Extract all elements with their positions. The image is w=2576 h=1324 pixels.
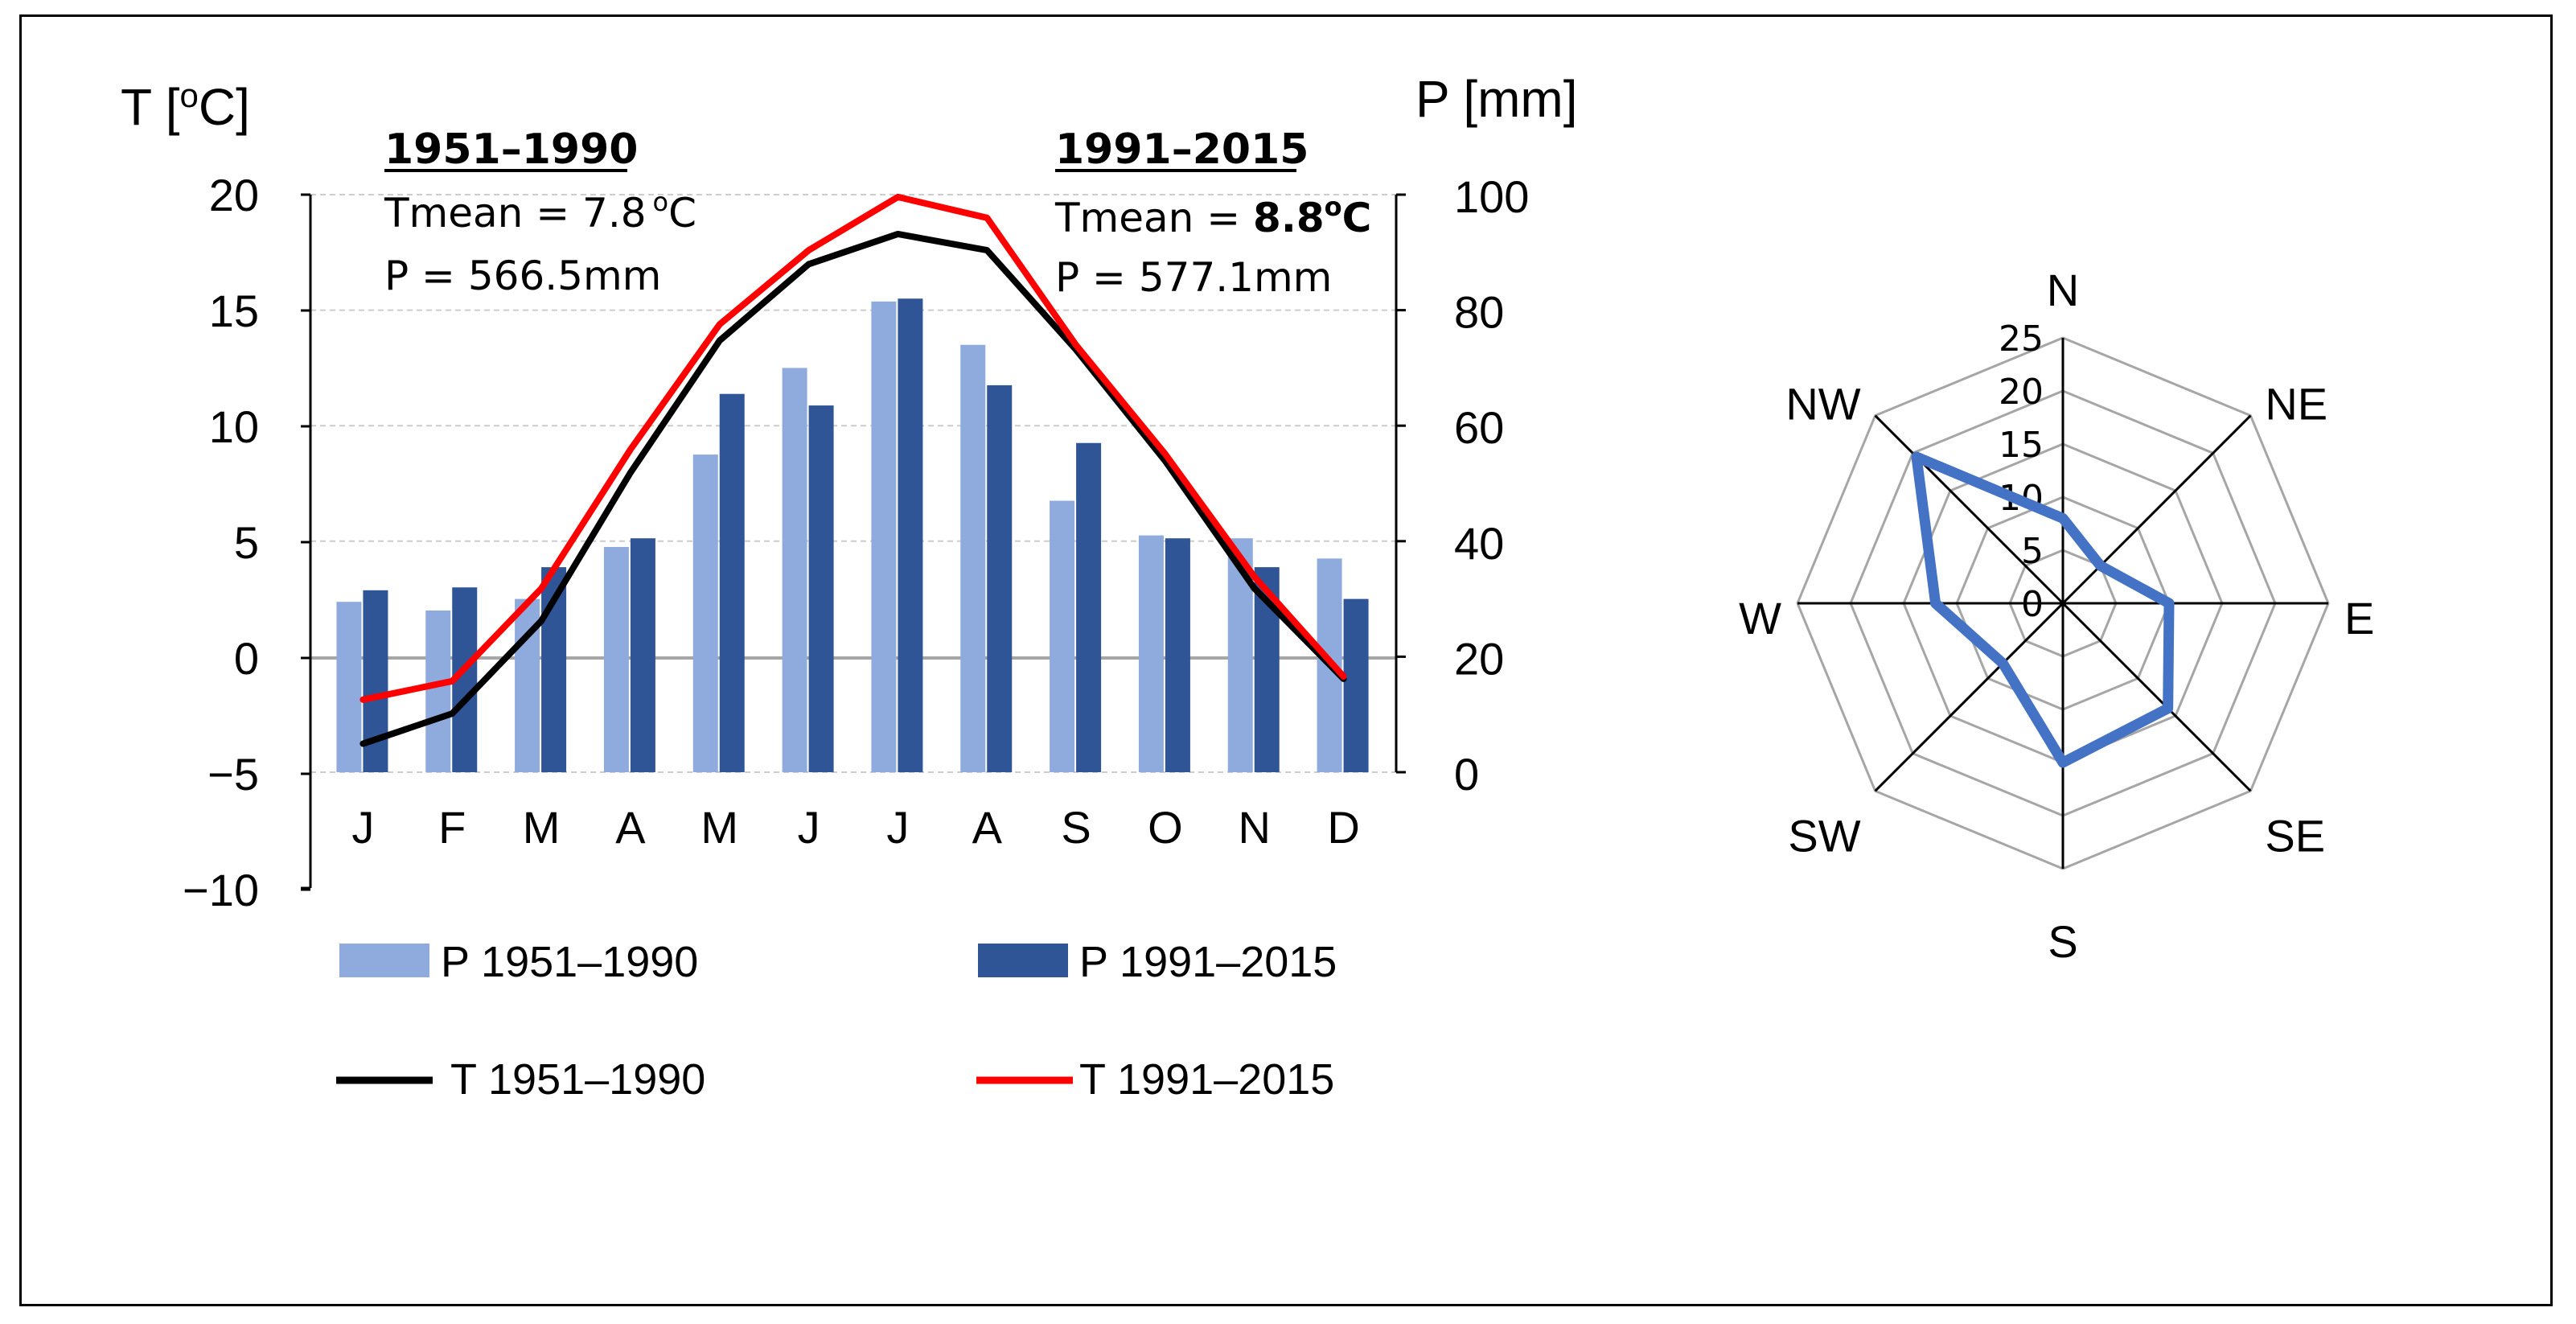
left-tick-label: 0 [234,633,259,684]
radar-direction-label: S [2048,916,2077,967]
bar-p-1991-2015 [630,538,655,772]
legend-label-p-1991-2015: P 1991–2015 [1079,938,1337,986]
bar-p-1951-1990 [960,344,986,772]
legend: P 1951–1990 P 1991–2015 T 1951–1990 T 19… [336,938,1337,1104]
radar-direction-label: SW [1788,810,1860,861]
x-tick-label: J [886,802,909,853]
right-tick-label: 80 [1454,287,1504,338]
right-tick-label: 40 [1454,518,1504,569]
y-right-title: P [mm] [1415,70,1578,128]
right-tick-label: 0 [1454,749,1479,800]
right-axis-ticks: 100 80 60 40 20 0 [1396,171,1529,800]
radar-direction-label: NE [2265,379,2327,430]
radar-spokes [1797,338,2328,869]
bar-p-1991-2015 [719,393,745,772]
left-tick-label: −10 [183,865,259,915]
bar-p-1991-2015 [1076,442,1102,772]
right-tick-label: 60 [1454,402,1504,453]
bar-p-1951-1990 [871,301,897,773]
line-t-1991-2015 [359,193,1347,703]
temperature-lines [359,193,1347,747]
radar-ring-label: 0 [2021,584,2044,625]
x-tick-label: A [972,802,1003,853]
legend-swatch-p-1991-2015 [978,944,1068,977]
x-tick-label: J [798,802,820,853]
radar-ring-label: 5 [2021,531,2044,572]
left-tick-label: 5 [234,517,259,568]
radar-spoke [1874,414,2064,605]
radar-direction-label: NW [1785,379,1860,430]
legend-swatch-p-1951-1990 [339,944,429,977]
left-tick-label: 10 [209,401,259,452]
bar-p-1951-1990 [1138,535,1164,772]
precipitation-bars [336,298,1369,773]
radar-spoke [2061,602,2252,792]
bar-p-1951-1990 [425,610,451,772]
period-label-1951-1990: 1951–1990 [384,125,638,174]
line-t-1951-1990 [359,230,1347,747]
radar-series [1911,451,2175,768]
bar-p-1991-2015 [808,405,834,772]
radar-direction-label: W [1739,593,1781,643]
figure-frame [19,14,2553,1306]
radar-series-polygon [1911,451,2175,768]
bar-p-1951-1990 [336,602,362,772]
precip-1991-2015: P = 577.1mm [1055,254,1332,301]
legend-label-t-1951-1990: T 1951–1990 [450,1055,705,1104]
y-left-title: T [oC] [121,76,250,136]
radar-ring-label: 15 [1999,425,2044,466]
bar-p-1991-2015 [1165,538,1190,772]
bar-p-1951-1990 [1050,500,1075,772]
x-tick-label: S [1061,802,1091,853]
radar-ring-label: 20 [1999,372,2044,413]
x-tick-label: M [523,802,561,853]
gridlines [310,194,1396,773]
bar-p-1991-2015 [898,298,923,772]
left-tick-label: −5 [207,749,259,800]
bar-p-1951-1990 [692,454,718,772]
legend-label-t-1991-2015: T 1991–2015 [1079,1055,1334,1104]
bar-p-1991-2015 [987,384,1013,772]
bar-p-1951-1990 [782,368,807,772]
x-tick-label: F [438,802,466,853]
radar-direction-labels: N NE E SE S SW W NW [1739,265,2374,967]
radar-direction-label: N [2047,265,2079,315]
x-tick-label: A [615,802,646,853]
radar-direction-label: E [2344,593,2374,643]
legend-label-p-1951-1990: P 1951–1990 [441,938,698,986]
left-tick-label: 20 [209,170,259,220]
x-tick-label: N [1239,802,1271,853]
radar-spoke [1874,602,2064,792]
radar-direction-label: SE [2265,810,2325,861]
right-tick-label: 100 [1454,171,1529,222]
period-label-1991-2015: 1991–2015 [1055,125,1309,174]
bar-p-1991-2015 [1343,598,1369,772]
x-tick-label: M [700,802,738,853]
annotation-1951-1990: 1951–1990 Tmean = 7.8 oC P = 566.5mm [384,125,696,299]
tmean-1991-2015: Tmean = 8.8oC [1054,191,1371,241]
radar-spoke [2061,414,2252,605]
x-tick-label: J [351,802,374,853]
precip-1951-1990: P = 566.5mm [384,253,661,299]
right-tick-label: 20 [1454,633,1504,684]
bar-p-1951-1990 [603,546,629,772]
x-tick-label: O [1148,802,1183,853]
left-axis-ticks: 20 15 10 5 0 −5 −10 [183,170,310,915]
radar-ring-label: 25 [1999,319,2044,360]
left-tick-label: 15 [209,286,259,336]
tmean-1951-1990: Tmean = 7.8 oC [384,187,696,236]
x-tick-label: D [1327,802,1359,853]
annotation-1991-2015: 1991–2015 Tmean = 8.8oC P = 577.1mm [1054,125,1371,301]
